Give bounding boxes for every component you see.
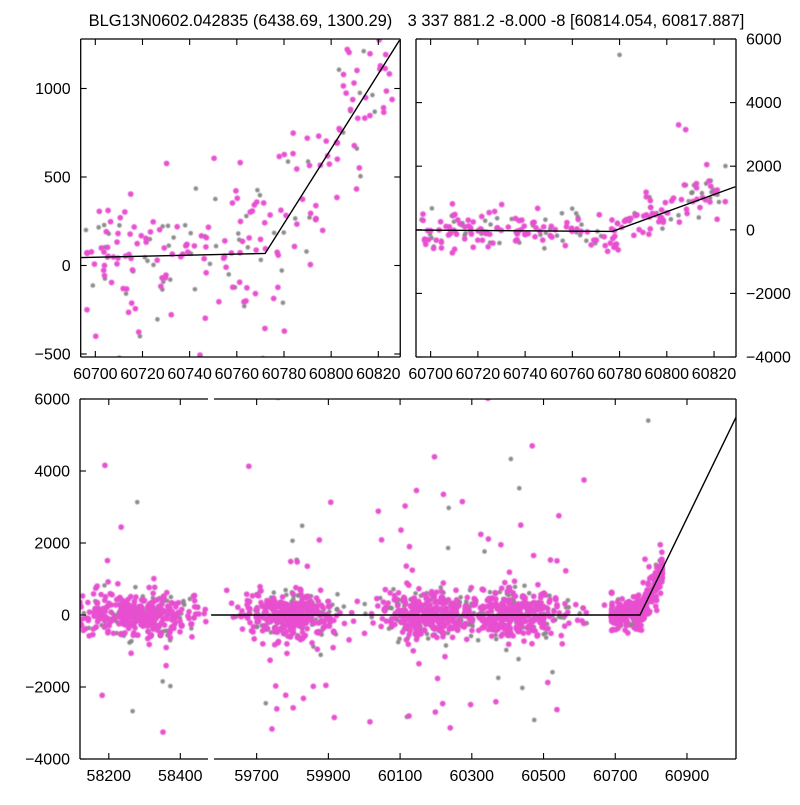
svg-text:60720: 60720 xyxy=(120,366,165,383)
svg-text:6000: 6000 xyxy=(34,392,70,409)
svg-text:58200: 58200 xyxy=(87,768,132,785)
svg-text:60700: 60700 xyxy=(593,768,638,785)
svg-text:4000: 4000 xyxy=(746,95,782,112)
svg-text:2000: 2000 xyxy=(746,159,782,176)
svg-text:60800: 60800 xyxy=(645,366,690,383)
svg-text:−500: −500 xyxy=(35,347,71,364)
svg-text:60900: 60900 xyxy=(665,768,710,785)
svg-text:60820: 60820 xyxy=(356,366,401,383)
svg-text:0: 0 xyxy=(746,222,755,239)
svg-text:60500: 60500 xyxy=(521,768,566,785)
svg-text:60800: 60800 xyxy=(309,366,354,383)
svg-text:60760: 60760 xyxy=(215,366,260,383)
svg-text:60740: 60740 xyxy=(503,366,548,383)
svg-text:0: 0 xyxy=(62,258,71,275)
svg-text:60820: 60820 xyxy=(692,366,737,383)
svg-text:3 337 881.2 -8.000 -8 [60814.0: 3 337 881.2 -8.000 -8 [60814.054, 60817.… xyxy=(408,12,745,30)
svg-text:60300: 60300 xyxy=(450,768,495,785)
svg-text:BLG13N0602.042835 (6438.69, 13: BLG13N0602.042835 (6438.69, 1300.29) xyxy=(89,12,393,30)
svg-text:59900: 59900 xyxy=(306,768,351,785)
svg-text:1000: 1000 xyxy=(35,81,71,98)
svg-text:−4000: −4000 xyxy=(746,350,791,367)
svg-text:−2000: −2000 xyxy=(25,680,70,697)
svg-text:60780: 60780 xyxy=(597,366,642,383)
svg-text:60720: 60720 xyxy=(456,366,501,383)
svg-text:58400: 58400 xyxy=(158,768,203,785)
svg-text:−4000: −4000 xyxy=(25,752,70,769)
svg-text:60700: 60700 xyxy=(73,366,118,383)
svg-text:4000: 4000 xyxy=(34,464,70,481)
svg-text:6000: 6000 xyxy=(746,32,782,49)
svg-text:60700: 60700 xyxy=(408,366,453,383)
svg-text:60760: 60760 xyxy=(550,366,595,383)
svg-text:−2000: −2000 xyxy=(746,286,791,303)
svg-text:60100: 60100 xyxy=(378,768,423,785)
svg-text:2000: 2000 xyxy=(34,536,70,553)
svg-text:60780: 60780 xyxy=(262,366,307,383)
svg-text:500: 500 xyxy=(44,170,71,187)
svg-text:60740: 60740 xyxy=(167,366,212,383)
svg-text:0: 0 xyxy=(61,608,70,625)
svg-text:59700: 59700 xyxy=(234,768,279,785)
